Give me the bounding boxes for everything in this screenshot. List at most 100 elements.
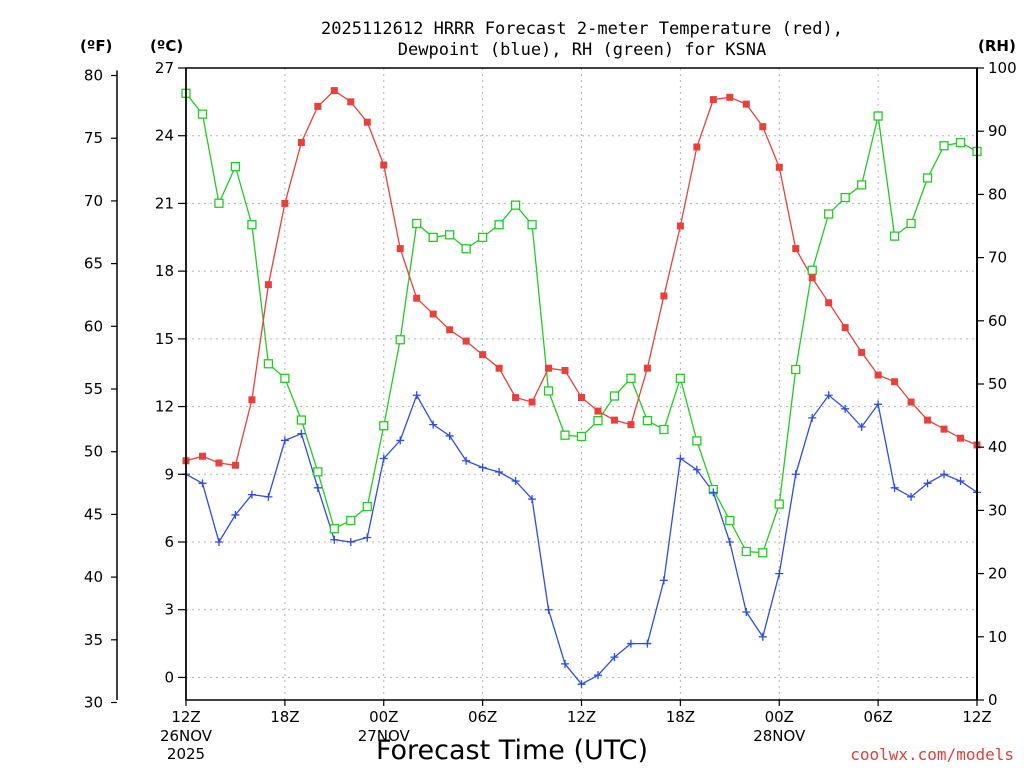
dewpoint-point bbox=[264, 492, 273, 501]
f-tick-label: 65 bbox=[84, 255, 103, 273]
rh-point bbox=[675, 373, 686, 383]
rh-point bbox=[263, 359, 274, 369]
dewpoint-point bbox=[956, 477, 965, 486]
rh-point bbox=[313, 467, 323, 477]
rh-point bbox=[741, 546, 751, 557]
temperature-point bbox=[841, 324, 849, 332]
temperature-point bbox=[215, 459, 223, 467]
rh-tick-label: 90 bbox=[988, 122, 1007, 140]
temperature-point bbox=[495, 364, 503, 372]
x-tick-date-label: 27NOV bbox=[358, 727, 411, 745]
chart-title-line-2: Dewpoint (blue), RH (green) for KSNA bbox=[398, 40, 766, 60]
plot-frame bbox=[185, 67, 978, 701]
dewpoint-point bbox=[857, 422, 866, 431]
temperature-point bbox=[808, 274, 816, 282]
tick-labels: 0369121518212427303540455055606570758001… bbox=[84, 59, 1017, 763]
temperature-point bbox=[726, 93, 734, 101]
fahrenheit-unit-label: (ºF) bbox=[80, 37, 112, 55]
temperature-point bbox=[446, 326, 454, 334]
dewpoint-point bbox=[577, 680, 586, 689]
x-tick-label: 00Z bbox=[765, 708, 794, 726]
temperature-point bbox=[891, 378, 899, 386]
rh-point bbox=[247, 220, 257, 230]
x-tick-label: 06Z bbox=[468, 708, 497, 726]
dewpoint-point bbox=[940, 470, 949, 479]
x-tick-date-label: 26NOV bbox=[160, 727, 213, 745]
dewpoint-point bbox=[363, 533, 372, 542]
temperature-point bbox=[561, 366, 569, 374]
rh-point bbox=[362, 501, 372, 512]
f-tick-label: 80 bbox=[84, 67, 103, 85]
rh-point bbox=[527, 220, 537, 230]
dewpoint-point bbox=[758, 632, 767, 641]
rh-point bbox=[873, 111, 883, 121]
temperature-point bbox=[297, 138, 305, 146]
dewpoint-point bbox=[593, 671, 602, 680]
rh-point bbox=[659, 424, 669, 435]
dewpoint-point bbox=[808, 413, 817, 422]
temperature-point bbox=[198, 452, 206, 460]
rh-point bbox=[922, 173, 933, 183]
celsius-unit-label: (ºC) bbox=[150, 37, 183, 55]
dewpoint-point bbox=[643, 639, 652, 648]
temperature-point bbox=[759, 123, 767, 131]
dewpoint-point bbox=[725, 538, 734, 546]
temperature-point bbox=[693, 143, 701, 151]
temperature-point bbox=[874, 371, 882, 379]
rh-point bbox=[692, 436, 702, 446]
rh-point bbox=[626, 373, 636, 383]
rh-point bbox=[642, 416, 653, 426]
temperature-point bbox=[578, 394, 585, 402]
temperature-point bbox=[660, 292, 668, 300]
rh-tick-label: 0 bbox=[988, 691, 998, 709]
rh-tick-label: 60 bbox=[988, 312, 1007, 330]
series-layer bbox=[181, 87, 982, 689]
rh-point bbox=[840, 192, 850, 203]
c-tick-label: 3 bbox=[164, 601, 174, 619]
temperature-point bbox=[462, 337, 470, 345]
temperature-point bbox=[957, 434, 965, 442]
dewpoint-point bbox=[379, 454, 388, 463]
c-tick-label: 18 bbox=[155, 262, 174, 280]
dewpoint-point bbox=[445, 431, 454, 440]
dewpoint-point bbox=[659, 576, 668, 585]
x-axis-title: Forecast Time (UTC) bbox=[376, 735, 648, 766]
x-tick-label: 18Z bbox=[666, 708, 695, 726]
rh-point bbox=[379, 421, 389, 431]
rh-point bbox=[955, 137, 966, 148]
dewpoint-point bbox=[511, 477, 520, 486]
dewpoint-point bbox=[478, 463, 487, 472]
rh-point bbox=[856, 180, 867, 190]
dewpoint-point bbox=[544, 605, 553, 614]
temperature-point bbox=[775, 163, 783, 171]
temperature-point bbox=[281, 199, 289, 207]
dewpoint-point bbox=[412, 391, 421, 400]
rh-point bbox=[494, 220, 504, 230]
temperature-point bbox=[594, 407, 602, 415]
dewpoint-point bbox=[198, 479, 207, 488]
dewpoint-point bbox=[692, 465, 701, 474]
f-tick-label: 35 bbox=[84, 631, 103, 649]
temperature-point bbox=[924, 416, 932, 424]
temperature-point bbox=[347, 98, 355, 106]
site-credit: coolwx.com/models bbox=[850, 745, 1014, 764]
dewpoint-point bbox=[247, 490, 256, 499]
c-tick-label: 24 bbox=[155, 127, 174, 145]
rh-point bbox=[214, 198, 224, 208]
chart-title-line-1: 2025112612 HRRR Forecast 2-meter Tempera… bbox=[321, 19, 843, 39]
temperature-point bbox=[940, 425, 948, 433]
f-tick-label: 55 bbox=[84, 380, 103, 398]
dewpoint-point bbox=[742, 607, 751, 616]
x-tick-label: 06Z bbox=[863, 708, 892, 726]
temperature-point bbox=[676, 222, 684, 230]
rh-point bbox=[758, 548, 768, 558]
temperature-point bbox=[610, 416, 618, 424]
temperature-point bbox=[314, 102, 322, 110]
rh-point bbox=[296, 415, 307, 425]
rh-point bbox=[280, 373, 290, 383]
c-tick-label: 6 bbox=[164, 533, 174, 551]
rh-tick-label: 70 bbox=[988, 249, 1007, 267]
rh-tick-label: 100 bbox=[988, 59, 1017, 77]
temperature-point bbox=[545, 364, 553, 372]
dewpoint-point bbox=[610, 653, 619, 662]
